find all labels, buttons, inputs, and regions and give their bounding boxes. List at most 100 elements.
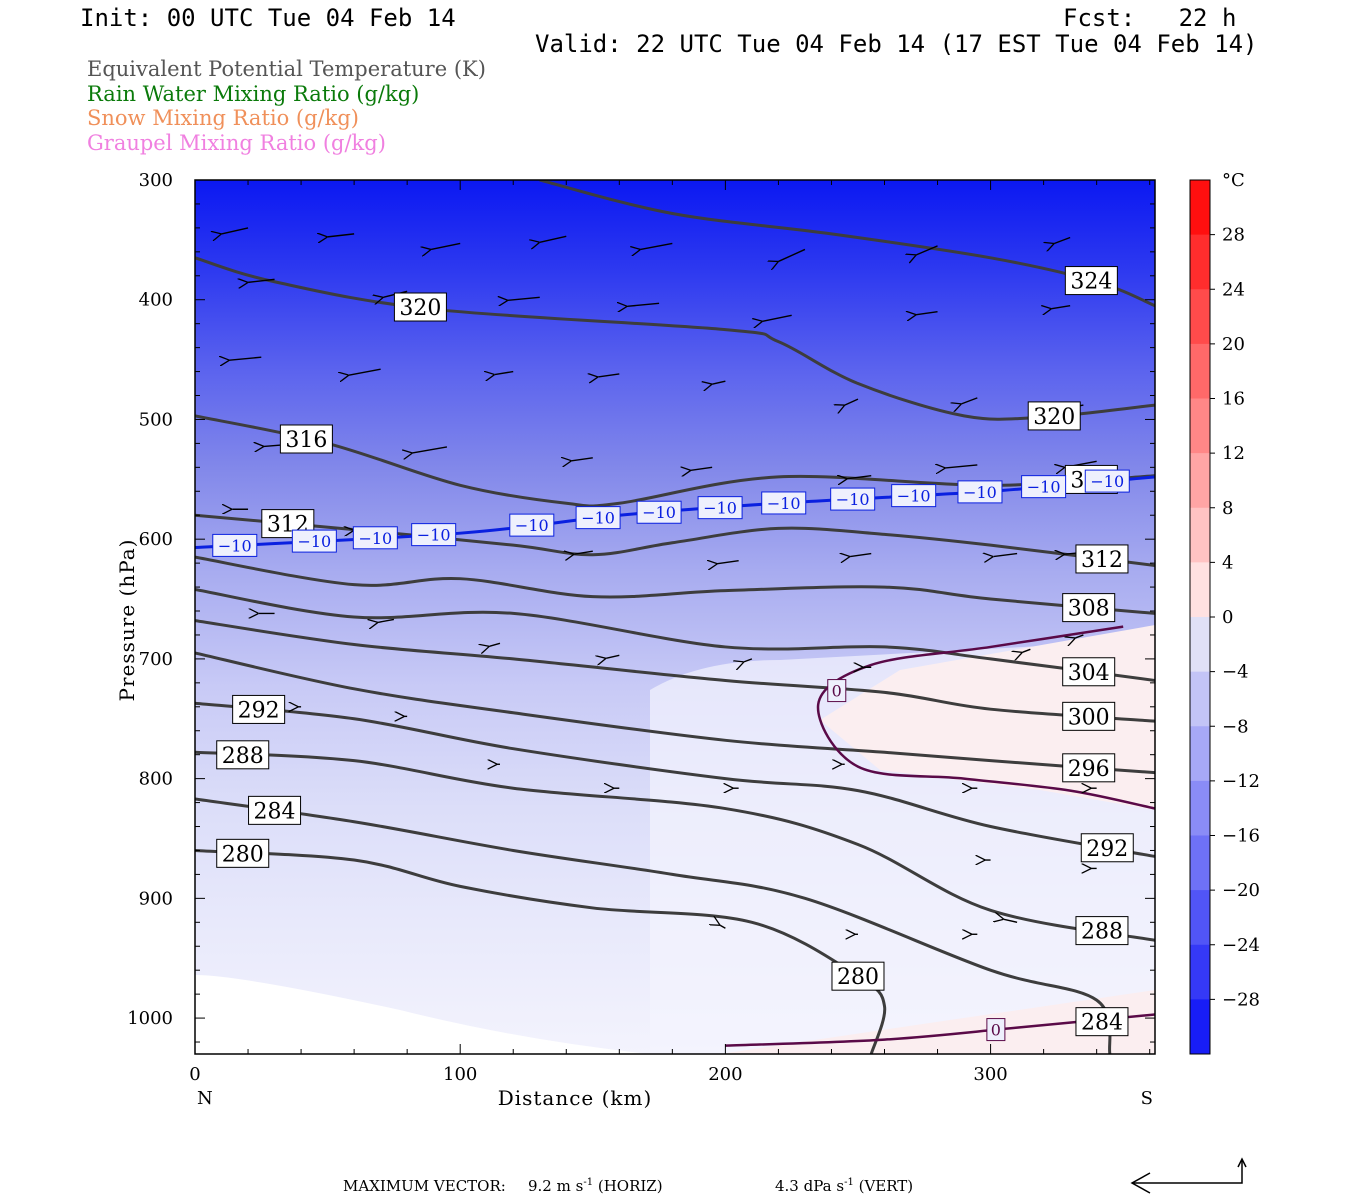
colorbar-tick-label: 16 [1222,389,1245,410]
colorbar-tick-label: −8 [1222,716,1249,737]
contour-label-box [831,961,885,991]
colorbar-tick-label: 4 [1222,552,1233,573]
isotherm-label: −10 [358,529,392,548]
y-tick-label: 300 [139,170,173,191]
contour-label-box [1062,657,1116,687]
theta-e-contour-320 [195,256,1155,421]
isotherm-label-box [697,496,743,520]
wind-arrow [712,380,726,384]
contour-label-box [1062,593,1116,623]
wind-arrow [916,245,938,255]
valid-time: Valid: 22 UTC Tue 04 Feb 14 (17 EST Tue … [535,30,1258,58]
colorbar-bin [1190,289,1210,345]
isotherm-label-box [891,484,937,508]
colorbar-bin [1190,343,1210,399]
wind-arrow [222,227,249,234]
wind-arrow [1075,634,1084,638]
colorbar-bin [1190,507,1210,563]
colorbar-bin [1190,180,1210,236]
x-end-label-south: S [1141,1088,1153,1109]
colorbar-tick-label: −20 [1222,880,1260,901]
wind-arrow [627,303,660,306]
wind-arrow [847,476,872,479]
contour-label: 308 [1068,597,1110,622]
wind-arrow [540,235,567,242]
theta-e-contour-292 [195,701,1155,858]
contour-label-box [393,292,447,322]
legend-graupel: Graupel Mixing Ratio (g/kg) [87,131,386,155]
wind-arrow [229,357,262,360]
colorbar-tick-label: −12 [1222,771,1260,792]
theta-e-contour-288 [195,750,1155,942]
contour-label: 288 [1081,920,1123,945]
contour-label: 320 [399,296,441,321]
isotherm-label: −10 [218,536,252,555]
isotherm-label: −10 [1027,478,1061,497]
wind-arrow [508,297,540,300]
wind-arrow [248,279,275,282]
y-tick-label: 1000 [127,1008,173,1029]
theta-e-contour-300 [195,619,1155,723]
contour-label: 324 [1070,270,1112,295]
wind-arrow [993,554,1018,557]
wind-arrow [606,654,620,658]
contour-label-box [1075,916,1129,946]
reference-vector-icon [1130,1157,1247,1194]
wind-arrow [495,372,514,375]
forecast-hour: Fcst: 22 h [1063,4,1237,32]
x-tick-label: 300 [973,1064,1007,1085]
colorbar-bin [1190,671,1210,727]
isotherm-label: 0 [832,682,842,701]
isotherm-label-box [509,513,555,537]
wind-arrow [845,398,859,405]
wind-arrow [431,242,461,249]
theta-e-contour-284 [195,797,1112,1054]
wind-arrow [641,242,673,249]
contour-label-box [232,694,286,724]
colorbar-tick-label: 8 [1222,498,1233,519]
x-axis-label: Distance (km) [498,1086,653,1110]
isotherm-label: −10 [297,532,331,551]
theta-e-contour-280 [195,848,887,1054]
y-tick-label: 700 [139,649,173,670]
colorbar-bin [1190,562,1210,618]
wind-arrow [598,374,620,377]
contour-label-box [1062,701,1116,731]
colorbar-bin [1190,617,1210,673]
colorbar-tick-label: 12 [1222,443,1245,464]
colorbar-tick-label: −16 [1222,826,1260,847]
colorbar-tick-label: 20 [1222,334,1245,355]
wind-arrow [378,618,395,622]
contour-label-box [1075,1007,1129,1037]
contour-label: 320 [1033,405,1075,430]
isotherm-label: −10 [1090,472,1124,491]
colorbar-tick-label: 0 [1222,607,1233,628]
contour-label-box [1075,544,1129,574]
contour-label-box [1064,266,1118,296]
max-vector-horiz: 9.2 m s-1 (HORIZ) [528,1177,663,1195]
isotherm-label-box [830,487,876,511]
isotherm-label-box [1021,475,1067,499]
colorbar-bin [1190,398,1210,454]
colorbar-tick-label: −28 [1222,989,1260,1010]
wind-arrow [717,561,739,564]
isotherm-label: −10 [417,526,451,545]
colorbar-bin [1190,726,1210,782]
colorbar-bin [1190,890,1210,946]
theta-e-contour-304 [195,587,1155,682]
contour-label-box [1080,833,1134,863]
contour-label: 300 [1068,705,1110,730]
contour-label-box [248,795,302,825]
colorbar-unit: °C [1222,170,1245,191]
wind-arrow [412,446,448,453]
wind-arrow [574,551,593,554]
contour-label: 312 [1081,548,1123,573]
colorbar-bin [1190,453,1210,509]
isotherm-label-box [957,480,1003,504]
contour-label: 304 [1068,661,1110,686]
contour-label-box [279,424,333,454]
legend-theta-e: Equivalent Potential Temperature (K) [87,57,486,81]
isotherm-label-box [411,523,457,547]
x-tick-label: 100 [443,1064,477,1085]
